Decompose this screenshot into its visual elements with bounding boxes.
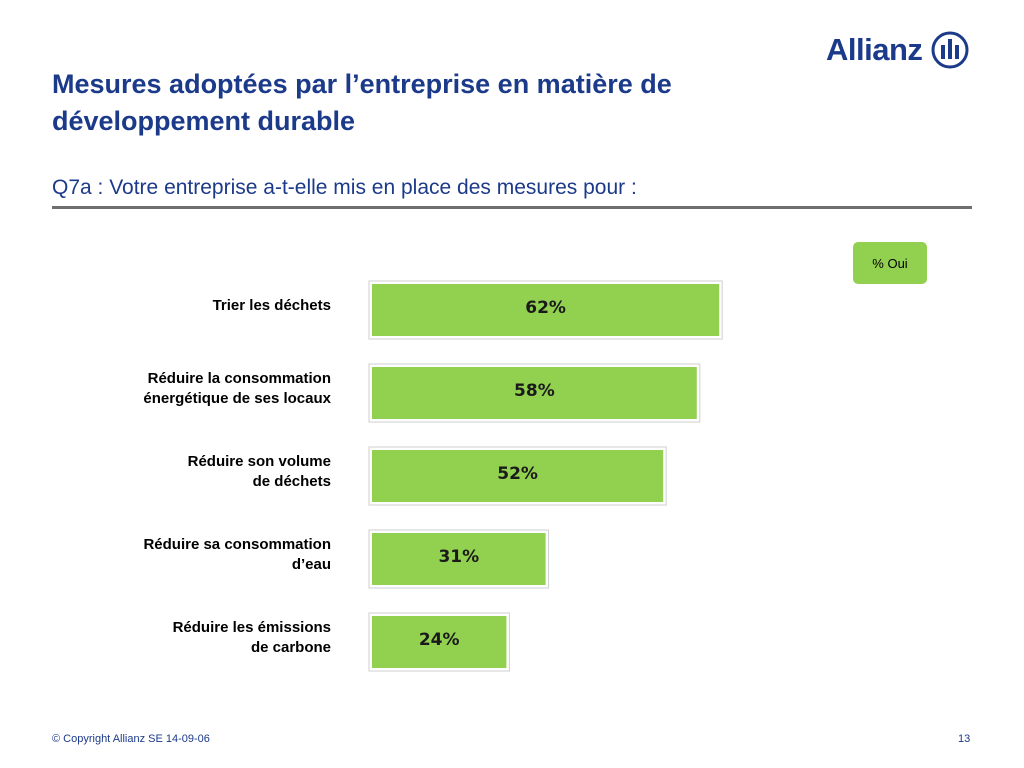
allianz-eagle-icon: [931, 31, 969, 69]
title-divider: [52, 206, 972, 209]
bar-value-label: 24%: [419, 630, 460, 650]
category-label: Réduire son volume: [188, 453, 331, 470]
category-label: énergétique de ses locaux: [143, 390, 331, 407]
copyright-notice: © Copyright Allianz SE 14-09-06: [52, 733, 210, 745]
survey-question: Q7a : Votre entreprise a-t-elle mis en p…: [52, 176, 637, 199]
category-label: Trier les déchets: [213, 297, 331, 314]
bar: [372, 284, 720, 336]
chart-legend: % Oui: [853, 242, 927, 284]
bar: [372, 450, 664, 502]
bar: [372, 616, 507, 668]
category-label: de carbone: [251, 639, 331, 656]
category-label: Réduire les émissions: [173, 619, 331, 636]
bar-value-label: 62%: [525, 298, 566, 318]
allianz-logo: Allianz: [826, 30, 970, 70]
category-label: d’eau: [292, 556, 331, 573]
logo-wordmark: Allianz: [826, 32, 923, 67]
category-label: Réduire la consommation: [148, 370, 331, 387]
bar: [372, 367, 697, 419]
bar-value-label: 58%: [514, 381, 555, 401]
category-label: Réduire sa consommation: [143, 536, 331, 553]
category-label: de déchets: [253, 473, 331, 490]
bar-value-label: 31%: [438, 547, 479, 567]
legend-label: % Oui: [872, 255, 908, 271]
bar: [372, 533, 546, 585]
page-number: 13: [958, 733, 971, 745]
page-title: Mesures adoptées par l’entreprise en mat…: [52, 69, 672, 136]
bar-value-label: 52%: [497, 464, 538, 484]
